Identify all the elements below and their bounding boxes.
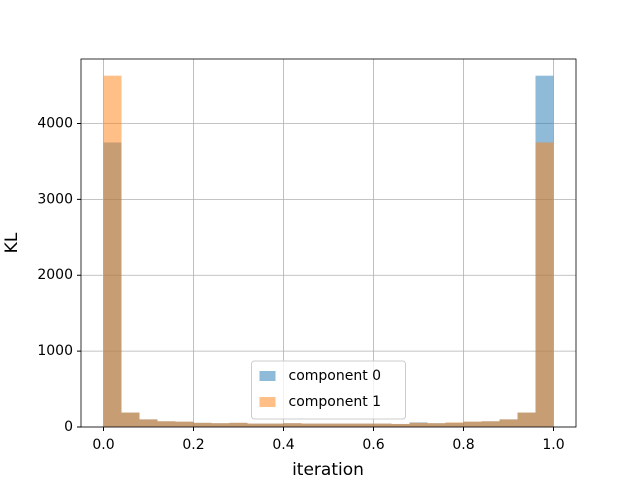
x-tick-label: 0.4	[272, 437, 294, 453]
bar	[445, 422, 464, 427]
bar	[157, 421, 176, 427]
bar	[103, 75, 122, 428]
bar	[319, 423, 338, 427]
bar	[265, 423, 284, 427]
bar	[121, 412, 140, 427]
x-tick-label: 0.8	[452, 437, 474, 453]
bar	[463, 421, 482, 427]
bar	[373, 423, 392, 427]
y-tick-label: 3000	[37, 191, 73, 207]
x-tick-label: 1.0	[542, 437, 564, 453]
bar	[337, 423, 356, 427]
y-tick-label: 0	[64, 419, 73, 435]
y-tick-label: 2000	[37, 267, 73, 283]
plot-frame	[80, 58, 577, 428]
x-axis-label: iteration	[292, 460, 364, 480]
x-tick-label: 0.2	[182, 437, 204, 453]
y-tick-label: 1000	[37, 343, 73, 359]
bar	[175, 421, 194, 427]
bar	[301, 423, 320, 427]
bar	[499, 419, 518, 427]
y-tick-label: 4000	[37, 115, 73, 131]
bar	[193, 422, 212, 427]
legend	[251, 360, 406, 420]
y-axis-label: KL	[2, 232, 22, 253]
bar	[283, 423, 302, 427]
bar	[355, 423, 374, 427]
bar	[139, 419, 158, 427]
x-tick-label: 0.0	[92, 437, 114, 453]
bar	[229, 422, 248, 427]
bar	[211, 423, 230, 427]
bar	[517, 412, 536, 427]
bar	[535, 142, 554, 427]
x-tick-label: 0.6	[362, 437, 384, 453]
bar	[391, 423, 410, 427]
bar	[481, 421, 500, 427]
legend-label: component 1	[289, 394, 382, 410]
bar	[427, 423, 446, 427]
legend-swatch	[259, 397, 276, 407]
legend-swatch	[259, 371, 276, 381]
bar	[409, 422, 428, 427]
bar	[247, 423, 266, 427]
legend-label: component 0	[289, 368, 382, 384]
